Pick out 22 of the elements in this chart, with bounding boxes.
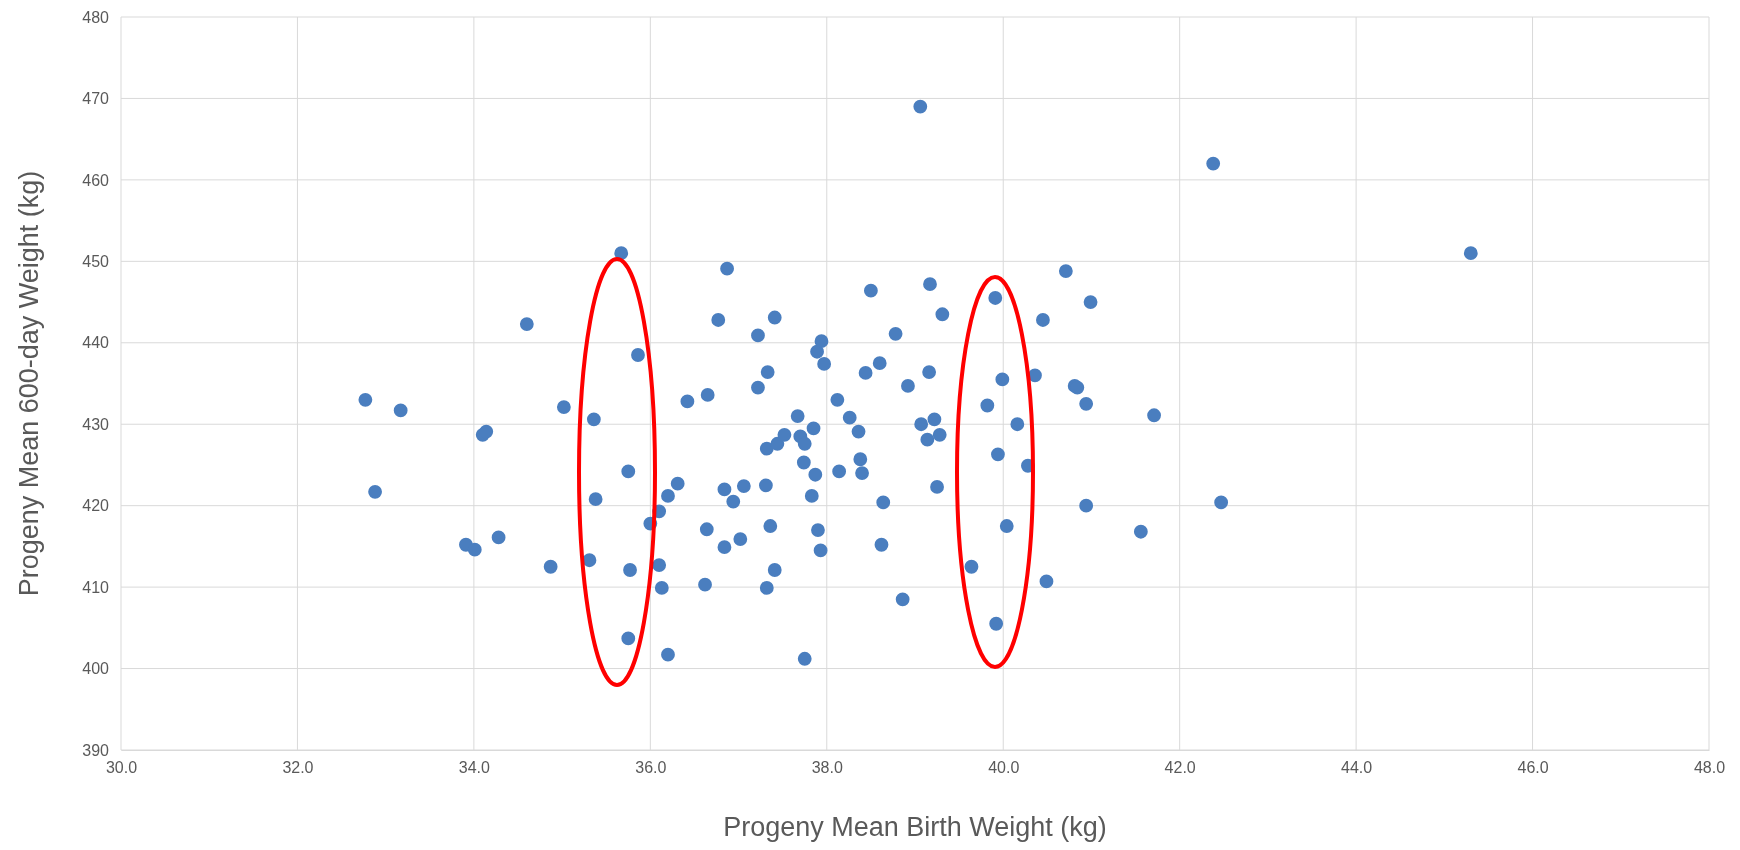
y-tick-label: 420 <box>82 497 110 515</box>
x-tick-label: 32.0 <box>282 759 314 777</box>
y-tick-label: 430 <box>82 415 110 433</box>
x-tick-label: 46.0 <box>1517 759 1549 777</box>
y-tick-label: 450 <box>82 252 110 270</box>
y-tick-label: 460 <box>82 171 110 189</box>
x-tick-label: 36.0 <box>635 759 667 777</box>
x-tick-label: 48.0 <box>1693 759 1726 777</box>
x-tick-label: 38.0 <box>811 759 843 777</box>
y-axis-title: Progeny Mean 600-day Weight (kg) <box>14 170 44 597</box>
x-axis-title: Progeny Mean Birth Weight (kg) <box>723 812 1107 842</box>
y-tick-label: 410 <box>82 578 110 596</box>
y-tick-label: 390 <box>82 741 110 759</box>
x-tick-label: 34.0 <box>458 759 491 777</box>
x-tick-label: 42.0 <box>1164 759 1196 777</box>
y-tick-label: 480 <box>82 8 110 26</box>
y-tick-label: 400 <box>82 660 110 678</box>
x-tick-label: 40.0 <box>988 759 1020 777</box>
y-tick-label: 440 <box>82 334 110 352</box>
y-tick-label: 470 <box>82 90 110 108</box>
x-tick-label: 44.0 <box>1341 759 1373 777</box>
x-tick-label: 30.0 <box>105 759 138 777</box>
